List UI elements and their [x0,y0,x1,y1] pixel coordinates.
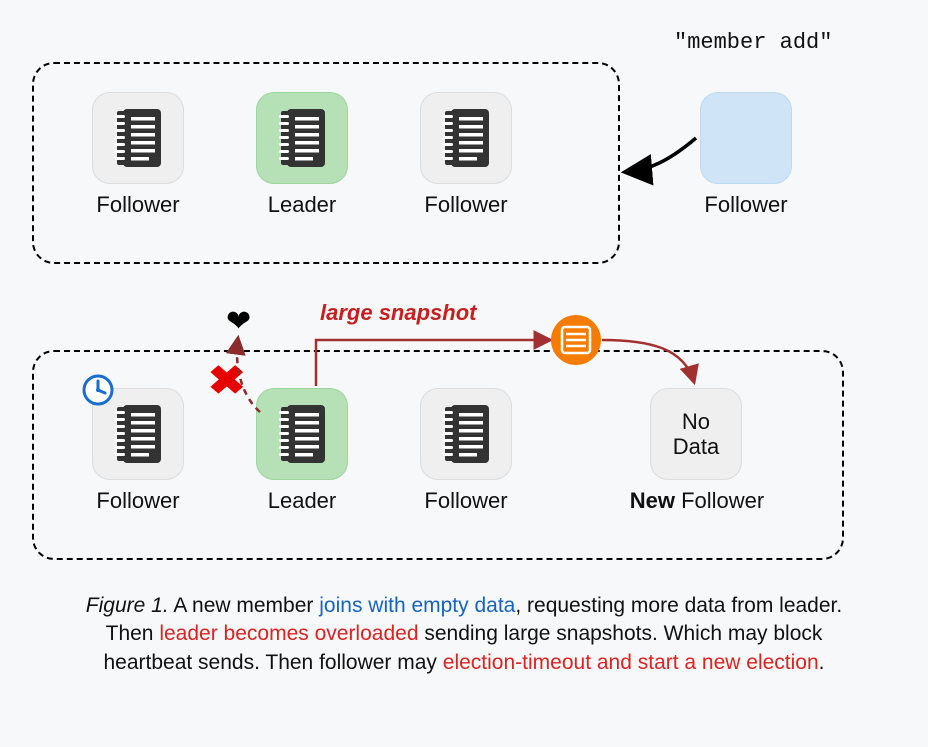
bottom-follower-1-label: Follower [92,488,184,514]
bottom-follower-2 [420,388,512,480]
bottom-new-follower: NoData [650,388,742,480]
figure-caption: Figure 1. A new member joins with empty … [64,592,864,677]
bottom-leader-label: Leader [256,488,348,514]
caption-figure-num: Figure 1. [86,594,169,617]
caption-seg-4: leader becomes overloaded [159,622,418,645]
bottom-leader [256,388,348,480]
top-follower-1-label: Follower [92,192,184,218]
notebook-icon [441,107,491,169]
top-follower-1 [92,92,184,184]
top-follower-2-label: Follower [420,192,512,218]
diagram-canvas: Follower Leader Follower Fo [20,20,908,727]
notebook-icon [113,107,163,169]
new-member-box [700,92,792,184]
no-data-text: NoData [673,409,719,460]
caption-seg-2: joins with empty data [319,594,515,617]
x-icon: ✖ [207,358,246,404]
caption-seg-7: . [819,651,825,674]
top-leader-label: Leader [256,192,348,218]
bottom-new-follower-label: New Follower [622,488,772,514]
notebook-icon [441,403,491,465]
caption-seg-6: election-timeout and start a new electio… [443,651,819,674]
top-leader [256,92,348,184]
member-add-command: "member add" [674,30,832,55]
snapshot-label: large snapshot [320,300,476,326]
notebook-icon [277,403,327,465]
bottom-follower-2-label: Follower [420,488,512,514]
notebook-icon [277,107,327,169]
heart-icon: ❤ [226,304,251,339]
notebook-icon [113,403,163,465]
clock-icon [80,372,116,408]
top-follower-2 [420,92,512,184]
caption-seg-1: A new member [169,594,320,617]
new-member-label: Follower [700,192,792,218]
